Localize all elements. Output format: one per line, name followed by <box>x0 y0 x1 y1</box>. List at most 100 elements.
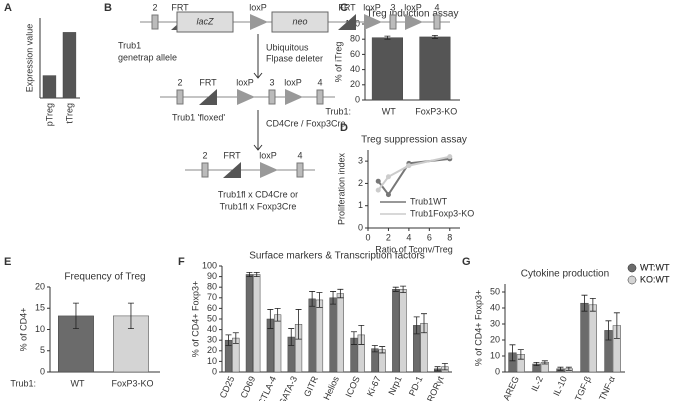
y-tick-label: 0 <box>212 366 217 376</box>
bar <box>253 274 261 373</box>
y-tick-label: 3 <box>358 156 363 166</box>
x-tick-label: TNF-α <box>597 375 617 401</box>
site-label: 2 <box>152 2 157 12</box>
error-bar <box>384 35 391 40</box>
y-tick-label: 80 <box>207 282 217 292</box>
error-bar <box>288 328 295 346</box>
error-bar <box>565 366 572 371</box>
x-tick-label: 8 <box>447 232 452 242</box>
site-label: loxP <box>249 2 267 12</box>
error-bar <box>421 313 428 334</box>
x-tick-label: CD25 <box>218 375 237 400</box>
error-bar <box>581 294 588 312</box>
bar <box>336 293 344 373</box>
error-bar <box>371 345 378 353</box>
y-tick-label: 20 <box>207 345 217 355</box>
error-bar <box>400 285 407 293</box>
error-bar <box>413 316 420 335</box>
y-tick-label: 10 <box>490 350 500 360</box>
x-tick-label: Helios <box>321 374 341 401</box>
error-bar <box>379 346 386 354</box>
error-bar <box>253 271 260 277</box>
loxp-site <box>260 162 278 178</box>
bar <box>392 289 400 373</box>
x-tick-label: TGF-β <box>573 375 593 401</box>
allele-caption: Trub1 'floxed' <box>172 112 225 122</box>
site-label: 4 <box>297 150 302 160</box>
x-tick-label: FoxP3-KO <box>415 106 457 116</box>
panel-label: C <box>340 2 348 14</box>
y-axis-label: Expression value <box>24 24 34 93</box>
y-axis-label: Proliferation index <box>336 152 346 225</box>
y-tick-label: 1 <box>358 200 363 210</box>
error-bar <box>392 286 399 292</box>
site-label: loxP <box>363 2 381 12</box>
x-tick-label: CD69 <box>239 375 258 400</box>
loxp-site <box>250 14 268 30</box>
legend-marker <box>627 275 637 285</box>
point <box>385 174 391 180</box>
y-tick-label: 20 <box>350 79 360 89</box>
x-tick-label: ICOS <box>344 375 362 399</box>
x-axis-label: Trub1: <box>325 106 351 116</box>
y-tick-label: 40 <box>350 64 360 74</box>
panel-title: Treg suppression assay <box>361 135 467 146</box>
error-bar <box>557 366 564 371</box>
legend-label: WT:WT <box>640 262 670 272</box>
point <box>406 163 412 169</box>
error-bar <box>232 332 239 344</box>
y-tick-label: 0 <box>358 222 363 232</box>
loxp-site <box>237 89 255 105</box>
y-tick-label: 70 <box>207 292 217 302</box>
x-tick-label: 0 <box>365 232 370 242</box>
cassette-label: lacZ <box>196 16 214 26</box>
legend-label: KO:WT <box>640 274 670 284</box>
y-tick-label: 0 <box>40 366 45 376</box>
panel-title: Treg induction assay <box>367 9 459 20</box>
error-bar <box>431 35 438 39</box>
bar <box>62 32 77 99</box>
point <box>447 154 453 160</box>
panel-label: A <box>4 2 12 14</box>
error-bar <box>295 309 302 340</box>
y-tick-label: 5 <box>40 345 45 355</box>
panel-label: G <box>462 256 471 268</box>
y-tick-label: 30 <box>207 335 217 345</box>
cassette <box>176 11 234 33</box>
legend-marker <box>627 263 637 273</box>
step-label: Ubiquitous <box>266 42 309 52</box>
x-tick-label: IL-2 <box>529 375 545 393</box>
x-tick-label: PD-1 <box>407 375 425 398</box>
panel-label: E <box>4 256 11 268</box>
y-tick-label: 40 <box>490 302 500 312</box>
point <box>375 187 381 193</box>
y-axis-label: % of CD4+ Foxp3+ <box>190 281 200 358</box>
error-bar <box>330 291 337 305</box>
loxp-site <box>285 89 303 105</box>
allele-caption: Trub1fl x Foxp3Cre <box>220 201 297 211</box>
y-tick-label: 20 <box>490 334 500 344</box>
y-axis-label: % of CD4+ Foxp3+ <box>473 290 483 367</box>
y-tick-label: 20 <box>35 281 45 291</box>
error-bar <box>274 308 281 322</box>
y-tick-label: 60 <box>207 303 217 313</box>
arrow <box>253 34 263 79</box>
x-tick-label: GATA-3 <box>277 375 299 401</box>
y-tick-label: 2 <box>358 178 363 188</box>
frt-site <box>199 89 217 105</box>
x-tick-label: RORγt <box>425 374 446 401</box>
bar <box>580 302 589 373</box>
cassette <box>271 11 329 33</box>
x-tick-label: Nrp1 <box>386 375 403 397</box>
panel-title: Surface markers & Transcription factors <box>249 251 425 262</box>
exon <box>151 14 159 30</box>
bar <box>329 297 337 373</box>
y-axis-label: % of iTreg <box>333 42 343 83</box>
site-label: 3 <box>390 2 395 12</box>
site-label: loxP <box>404 2 422 12</box>
x-tick-label: pTreg <box>44 103 54 126</box>
bar <box>245 274 254 373</box>
frt-site <box>338 14 356 30</box>
y-tick-label: 0 <box>355 94 360 104</box>
error-bar <box>541 360 548 365</box>
